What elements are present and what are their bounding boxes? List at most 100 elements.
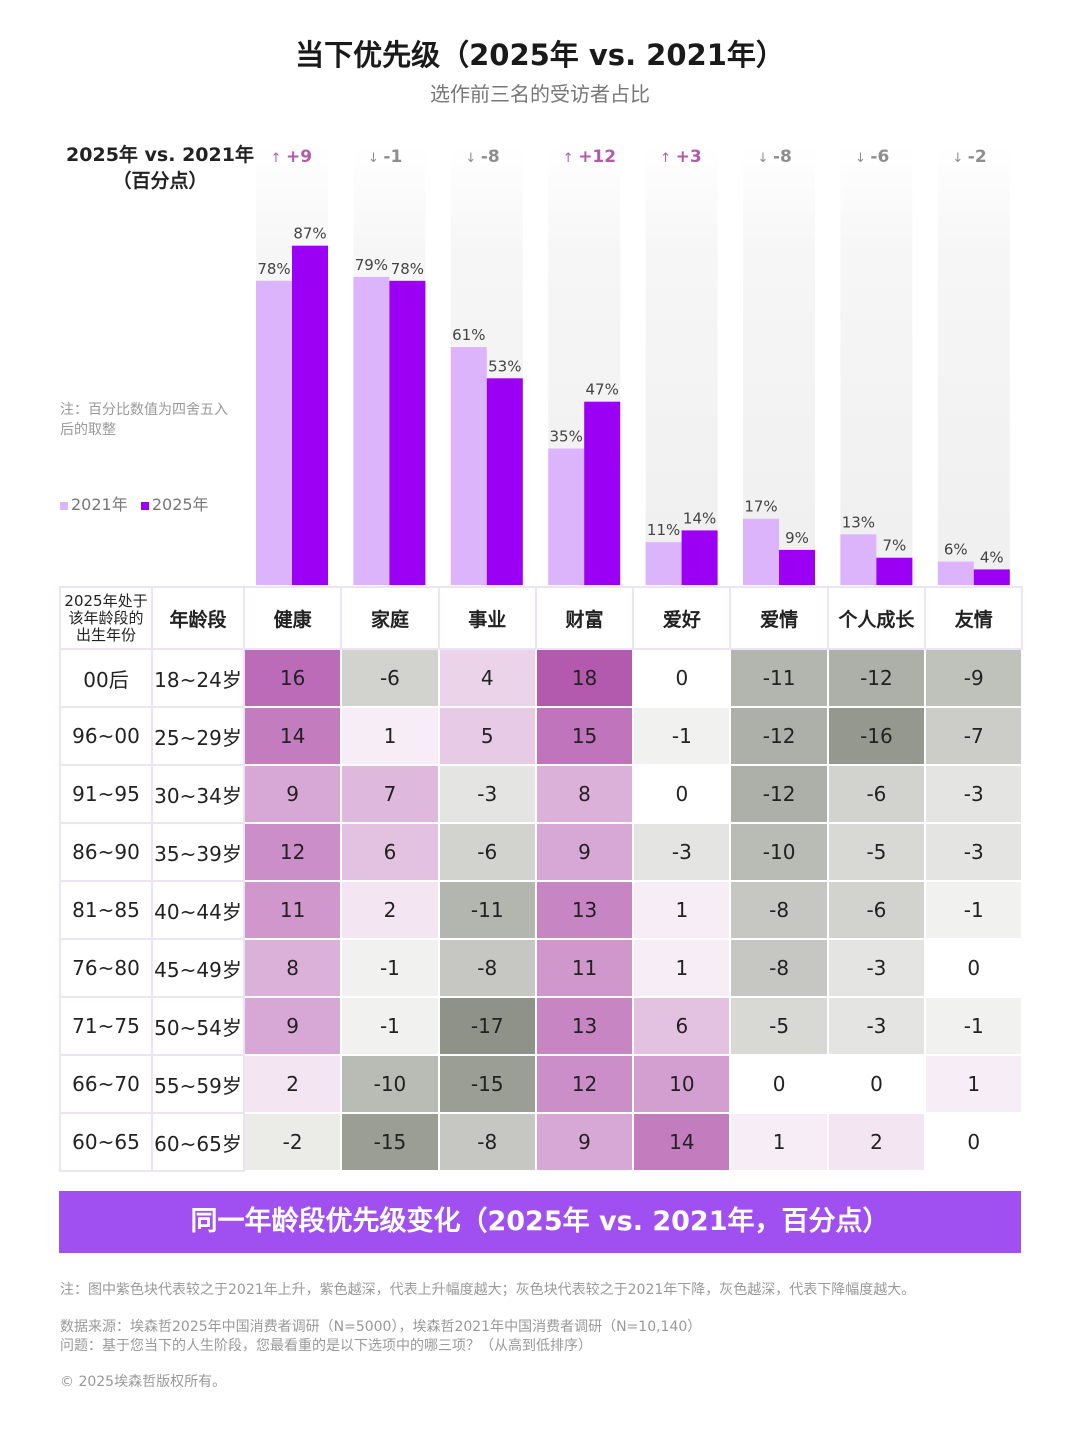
- bar-2021: [743, 518, 779, 585]
- table-row: 91~95 30~34岁 9 7 -3 8 0 -12 -6 -3: [59, 764, 1024, 824]
- birth-year-cell: 86~90: [59, 822, 153, 882]
- column-header: 爱好: [632, 586, 732, 650]
- bar-background: [645, 145, 718, 585]
- bar-2025: [389, 280, 426, 585]
- heatmap-cell: -12: [729, 706, 829, 766]
- heatmap-cell: -15: [437, 1054, 537, 1114]
- heatmap-title: 同一年龄段优先级变化（2025年 vs. 2021年，百分点）: [59, 1191, 1021, 1253]
- change-label: -6: [870, 147, 889, 167]
- birth-year-cell: 91~95: [59, 764, 153, 824]
- table-row: 71~75 50~54岁 9 -1 -17 13 6 -5 -3 -1: [59, 996, 1024, 1056]
- bar-value-label: 79%: [355, 256, 388, 274]
- bar-value-label: 78%: [391, 260, 424, 278]
- column-header: 事业: [437, 586, 537, 650]
- birth-year-cell: 76~80: [59, 938, 153, 998]
- bar-2025: [681, 530, 718, 585]
- column-header: 家庭: [340, 586, 440, 650]
- bar-value-label: 61%: [452, 326, 485, 344]
- age-cell: 55~59岁: [151, 1054, 245, 1114]
- age-cell: 45~49岁: [151, 938, 245, 998]
- heatmap-cell: 4: [437, 648, 537, 708]
- chart-subtitle: 选作前三名的受访者占比: [430, 82, 650, 106]
- column-header: 个人成长: [826, 586, 927, 650]
- legend-label-2025: 2025年: [151, 495, 209, 514]
- heatmap-cell: -10: [729, 822, 829, 882]
- legend-swatch-2021: [60, 502, 68, 510]
- table-row: 60~65 60~65岁 -2 -15 -8 9 14 1 2 0: [59, 1112, 1024, 1172]
- heatmap-cell: 13: [534, 996, 635, 1056]
- column-header: 健康: [242, 586, 343, 650]
- bar-2021: [645, 542, 682, 585]
- bar-value-label: 13%: [842, 513, 875, 531]
- table-row: 81~85 40~44岁 11 2 -11 13 1 -8 -6 -1: [59, 880, 1024, 940]
- birth-year-cell: 00后: [59, 648, 153, 708]
- column-header: 2025年处于该年龄段的出生年份: [59, 586, 153, 650]
- heatmap-cell: -17: [437, 996, 537, 1056]
- heatmap-cell: -8: [729, 938, 829, 998]
- heatmap-cell: -3: [826, 938, 927, 998]
- bar-2025: [973, 569, 1010, 585]
- bar-background: [937, 145, 1010, 585]
- bar-2021: [548, 448, 585, 585]
- heatmap-cell: -5: [826, 822, 927, 882]
- table-row: 00后 18~24岁 16 -6 4 18 0 -11 -12 -9: [59, 648, 1024, 708]
- heatmap-cell: 0: [632, 648, 732, 708]
- heatmap-cell: 11: [242, 880, 343, 940]
- heatmap-cell: 15: [534, 706, 635, 766]
- comparison-label-line2: （百分点）: [112, 170, 208, 192]
- heatmap-cell: -1: [340, 996, 440, 1056]
- bar-value-label: 87%: [293, 225, 326, 243]
- heatmap-cell: 14: [632, 1112, 732, 1172]
- heatmap-cell: -7: [924, 706, 1024, 766]
- heatmap-cell: -3: [826, 996, 927, 1056]
- heatmap-cell: -12: [729, 764, 829, 824]
- bar-value-label: 17%: [744, 498, 777, 516]
- heatmap-cell: 10: [632, 1054, 732, 1114]
- down-arrow-icon: ↓: [855, 151, 866, 166]
- bar-value-label: 7%: [883, 537, 907, 555]
- heatmap-cell: -1: [632, 706, 732, 766]
- down-arrow-icon: ↓: [758, 151, 769, 166]
- heatmap-cell: 0: [924, 1112, 1024, 1172]
- heatmap-cell: -6: [437, 822, 537, 882]
- heatmap-cell: 9: [534, 1112, 635, 1172]
- table-row: 96~00 25~29岁 14 1 5 15 -1 -12 -16 -7: [59, 706, 1024, 766]
- legend-swatch-2025: [140, 502, 149, 510]
- age-cell: 60~65岁: [151, 1112, 245, 1172]
- footer-question: 问题：基于您当下的人生阶段，您最看重的是以下选项中的哪三项？（从高到低排序）: [60, 1338, 592, 1354]
- birth-year-cell: 71~75: [59, 996, 153, 1056]
- age-cell: 35~39岁: [151, 822, 245, 882]
- heatmap-cell: -11: [437, 880, 537, 940]
- table-row: 66~70 55~59岁 2 -10 -15 12 10 0 0 1: [59, 1054, 1024, 1114]
- heatmap-cell: -5: [729, 996, 829, 1056]
- age-cell: 25~29岁: [151, 706, 245, 766]
- birth-year-cell: 66~70: [59, 1054, 153, 1114]
- legend: 2021年 2025年: [60, 491, 209, 515]
- heatmap-cell: 9: [534, 822, 635, 882]
- bar-2021: [256, 280, 292, 585]
- up-arrow-icon: ↑: [660, 151, 671, 166]
- heatmap-cell: -3: [924, 822, 1024, 882]
- bar-2021: [450, 347, 487, 585]
- birth-year-cell: 60~65: [59, 1112, 153, 1172]
- bar-value-label: 14%: [683, 509, 716, 527]
- bar-2025: [486, 378, 523, 585]
- column-header: 友情: [924, 586, 1024, 650]
- column-header: 爱情: [729, 586, 829, 650]
- comparison-label: 2025年 vs. 2021年 （百分点）: [60, 142, 260, 194]
- change-label: -2: [968, 147, 987, 167]
- heatmap-cell: 0: [826, 1054, 927, 1114]
- heatmap-cell: 6: [340, 822, 440, 882]
- bar-2025: [779, 549, 815, 585]
- birth-year-cell: 81~85: [59, 880, 153, 940]
- column-header: 财富: [534, 586, 635, 650]
- heatmap-cell: -3: [632, 822, 732, 882]
- heatmap-cell: -11: [729, 648, 829, 708]
- heatmap-cell: 12: [242, 822, 343, 882]
- bar-2021: [937, 561, 974, 585]
- footer-source: 数据来源：埃森哲2025年中国消费者调研（N=5000），埃森哲2021年中国消…: [60, 1319, 702, 1335]
- down-arrow-icon: ↓: [952, 151, 963, 166]
- heatmap-table: 2025年处于该年龄段的出生年份 年龄段 健康 家庭 事业 财富 爱好 爱情 个人成长 友情 00后…: [59, 586, 1024, 1172]
